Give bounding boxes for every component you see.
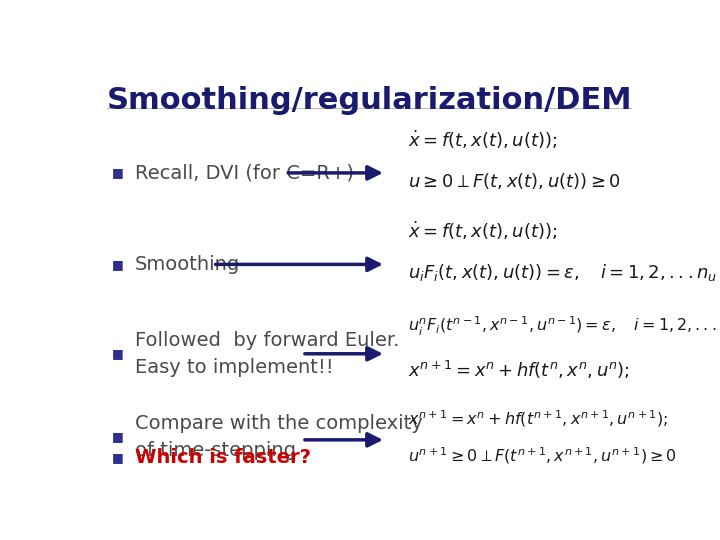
Text: ■: ■ [112, 347, 124, 360]
Text: $u_i^n F_i\left(t^{n-1},x^{n-1},u^{n-1}\right)=\varepsilon,\quad i=1,2,...n_u$: $u_i^n F_i\left(t^{n-1},x^{n-1},u^{n-1}\… [408, 315, 720, 339]
Text: $u^{n+1}\geq 0\perp F\left(t^{n+1},x^{n+1},u^{n+1}\right)\geq 0$: $u^{n+1}\geq 0\perp F\left(t^{n+1},x^{n+… [408, 446, 677, 466]
Text: $x^{n+1}=x^n+hf\left(t^{n+1},x^{n+1},u^{n+1}\right);$: $x^{n+1}=x^n+hf\left(t^{n+1},x^{n+1},u^{… [408, 408, 668, 429]
Text: Compare with the complexity
of time-stepping: Compare with the complexity of time-step… [135, 414, 423, 460]
Text: Recall, DVI (for C=R+): Recall, DVI (for C=R+) [135, 164, 354, 183]
Text: $\dot{x}= f\left(t,x(t),u(t)\right);$: $\dot{x}= f\left(t,x(t),u(t)\right);$ [408, 129, 557, 151]
Text: $\dot{x}= f\left(t,x(t),u(t)\right);$: $\dot{x}= f\left(t,x(t),u(t)\right);$ [408, 220, 557, 242]
Text: ■: ■ [112, 258, 124, 271]
Text: $x^{n+1}=x^n+hf\left(t^n,x^n,u^n\right);$: $x^{n+1}=x^n+hf\left(t^n,x^n,u^n\right);… [408, 359, 630, 381]
Text: ■: ■ [112, 451, 124, 464]
Text: $u\geq 0\perp F\left(t,x(t),u(t)\right)\geq 0$: $u\geq 0\perp F\left(t,x(t),u(t)\right)\… [408, 171, 621, 191]
Text: ■: ■ [112, 166, 124, 179]
Text: Smoothing: Smoothing [135, 255, 240, 274]
Text: Smoothing/regularization/DEM: Smoothing/regularization/DEM [107, 85, 632, 114]
Text: Followed  by forward Euler.
Easy to implement!!: Followed by forward Euler. Easy to imple… [135, 331, 399, 376]
Text: $u_i F_i\left(t,x(t),u(t)\right)=\varepsilon,\quad i=1,2,...n_u$: $u_i F_i\left(t,x(t),u(t)\right)=\vareps… [408, 262, 717, 283]
Text: ■: ■ [112, 430, 124, 443]
Text: Which is faster?: Which is faster? [135, 448, 310, 467]
